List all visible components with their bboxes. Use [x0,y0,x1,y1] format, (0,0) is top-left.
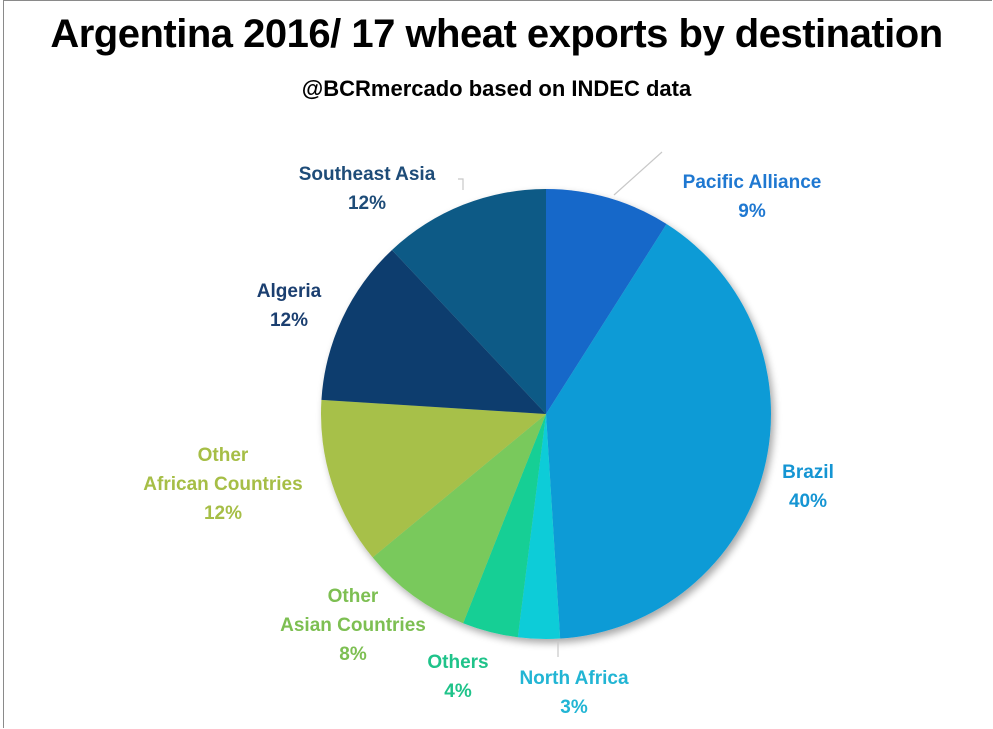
slice-label-pacific-alliance: Pacific Alliance 9% [683,172,822,222]
slice-label-other-asian-countries: Other Asian Countries 8% [280,586,426,665]
pie-slice-north-africa [517,414,561,640]
pie-slice-southeast-asia [391,189,546,414]
slice-label-other-african-countries: Other African Countries 12% [143,445,302,524]
pie-slice-brazil [546,224,771,639]
leader-line [458,178,464,190]
pie-slice-algeria [321,249,546,414]
chart-title: Argentina 2016/ 17 wheat exports by dest… [50,12,943,56]
slice-label-others: Others 4% [427,652,488,702]
slice-label-brazil: Brazil 40% [782,462,834,512]
pie-slice-others [463,414,546,638]
pie-slice-other-african-countries [320,399,546,558]
pie-slice-other-asian-countries [372,414,546,624]
chart-subtitle: @BCRmercado based on INDEC data [301,76,692,101]
leader-line [613,151,663,196]
pie-slice-pacific-alliance [546,189,667,414]
slice-label-algeria: Algeria 12% [257,281,322,331]
slice-label-north-africa: North Africa 3% [519,668,629,718]
slice-label-southeast-asia: Southeast Asia 12% [299,164,436,214]
